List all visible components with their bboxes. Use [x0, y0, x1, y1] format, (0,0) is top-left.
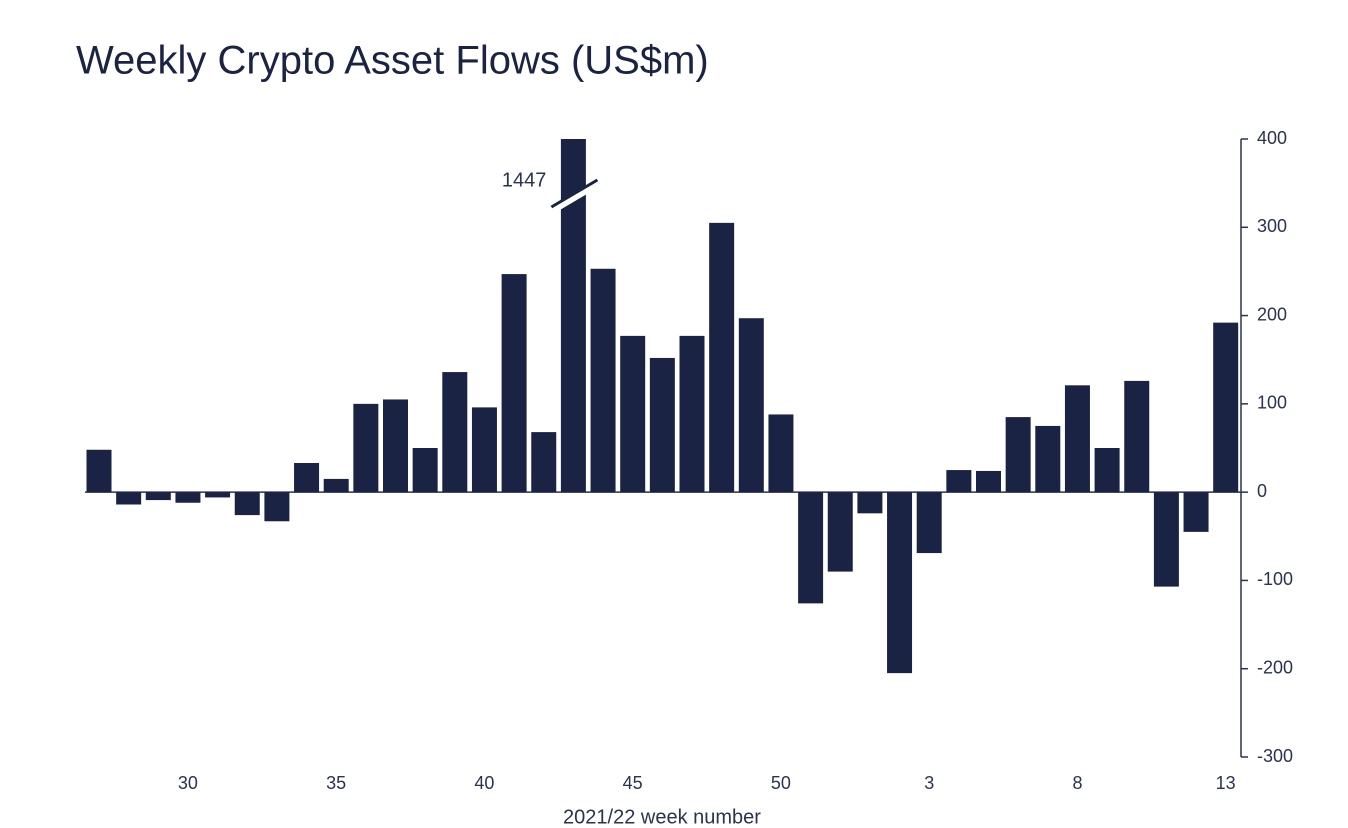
- bar: [1064, 385, 1090, 493]
- x-axis-label: 2021/22 week number: [563, 806, 761, 828]
- axis-break: [551, 181, 596, 215]
- x-tick-label: 3: [924, 773, 934, 793]
- value-label: 1447: [502, 169, 547, 191]
- bar: [1213, 322, 1239, 493]
- bar: [827, 492, 853, 572]
- x-tick-label: 8: [1072, 773, 1082, 793]
- bar: [1005, 417, 1031, 493]
- bar: [798, 492, 824, 604]
- bar: [294, 463, 320, 493]
- y-tick-label: 100: [1257, 393, 1287, 413]
- bar: [768, 414, 794, 493]
- bar: [145, 492, 171, 501]
- bar: [175, 492, 201, 503]
- x-tick-label: 13: [1216, 773, 1236, 793]
- y-tick-label: 300: [1257, 216, 1287, 236]
- bar: [234, 492, 260, 516]
- bar: [887, 492, 913, 674]
- x-tick-label: 35: [326, 773, 346, 793]
- x-tick-label: 30: [178, 773, 198, 793]
- x-tick-label: 40: [474, 773, 494, 793]
- bar: [205, 492, 231, 498]
- bar: [383, 399, 408, 493]
- bar: [1094, 448, 1120, 493]
- y-tick-label: 200: [1257, 304, 1287, 324]
- y-tick-label: 400: [1257, 128, 1287, 148]
- bar: [116, 492, 142, 505]
- x-tick-label: 45: [623, 773, 643, 793]
- y-tick-label: 0: [1257, 481, 1267, 501]
- bar: [323, 478, 349, 493]
- bar: [353, 403, 379, 493]
- bar: [738, 318, 764, 493]
- bar: [471, 407, 497, 493]
- axis-break-line: [550, 178, 599, 209]
- bar: [916, 492, 942, 554]
- bar: [412, 448, 438, 493]
- bar: [264, 492, 290, 522]
- bar: [709, 222, 735, 493]
- bar: [620, 335, 646, 493]
- bar: [501, 274, 527, 493]
- x-tick-label: 50: [771, 773, 791, 793]
- bar: [442, 372, 468, 493]
- y-tick-label: -100: [1257, 569, 1293, 589]
- bar: [679, 335, 705, 493]
- bar: [590, 268, 616, 493]
- bar: [531, 432, 557, 493]
- y-tick-label: -200: [1257, 657, 1293, 677]
- bar: [1035, 425, 1061, 493]
- bar: [976, 470, 1001, 493]
- bar: [857, 492, 883, 514]
- bar: [946, 470, 972, 493]
- chart-title: Weekly Crypto Asset Flows (US$m): [76, 39, 709, 83]
- bar: [1124, 380, 1150, 493]
- bar: [86, 449, 112, 493]
- bar: [1183, 492, 1209, 532]
- bar: [1153, 492, 1179, 587]
- bar: [649, 357, 675, 493]
- y-tick-label: -300: [1257, 746, 1293, 766]
